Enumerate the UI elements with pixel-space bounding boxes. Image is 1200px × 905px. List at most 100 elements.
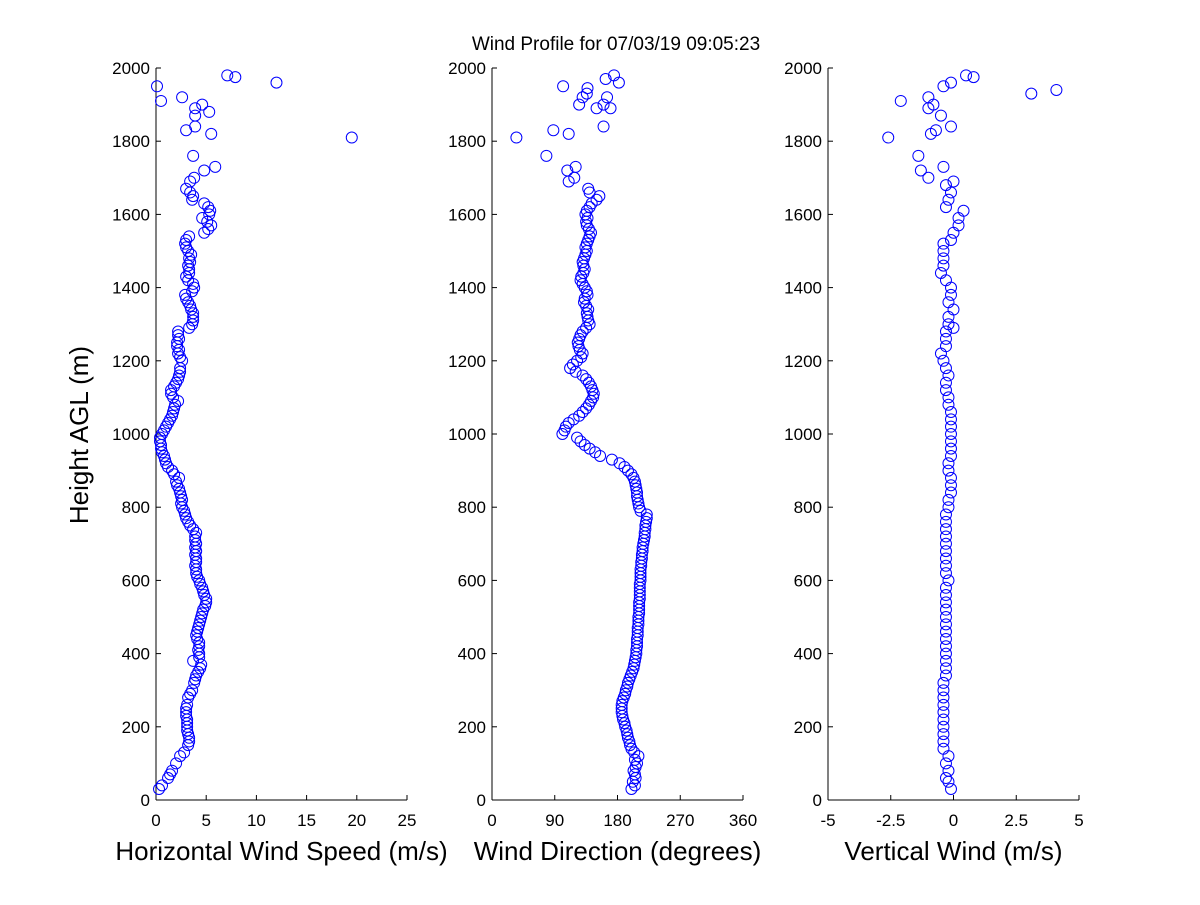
data-point [196,607,209,620]
data-point [947,226,960,239]
data-point [939,274,952,287]
data-point [175,490,188,503]
data-point [942,464,955,477]
data-point [193,618,206,631]
x-tick-label: 0 [151,811,160,830]
data-point [939,552,952,565]
data-point [582,376,595,389]
data-point [942,574,955,587]
data-point [189,109,202,122]
data-point [939,603,952,616]
chart-panel-2: 0 200 400 600 800 1000 1200 1400 1600 1800 2000 0 90… [448,59,761,866]
data-point [209,160,222,173]
data-point [942,493,955,506]
x-tick-label: 360 [729,811,757,830]
data-point [187,149,200,162]
data-point [180,182,193,195]
data-point [947,175,960,188]
data-point [937,706,950,719]
data-point [937,684,950,697]
y-tick-label: 1800 [112,132,150,151]
data-point [952,219,965,232]
data-point [576,91,589,104]
data-point [619,720,632,733]
data-point [944,76,957,89]
data-point [188,281,201,294]
x-tick-label: 0 [949,811,958,830]
data-point [912,149,925,162]
data-point [198,226,211,239]
data-point [194,578,207,591]
y-tick-label: 1000 [784,425,822,444]
data-point [510,131,523,144]
data-point [189,120,202,133]
data-point [597,120,610,133]
data-point [937,160,950,173]
data-point [939,508,952,521]
data-point [939,559,952,572]
data-point [628,746,641,759]
data-point [176,493,189,506]
data-point [939,647,952,660]
x-tick-label: -2.5 [876,811,905,830]
data-point [198,197,211,210]
data-point [604,102,617,115]
y-tick-label: 600 [794,571,822,590]
data-point [613,457,626,470]
data-point [937,80,950,93]
y-tick-label: 1400 [112,279,150,298]
data-point [186,684,199,697]
data-point [590,193,603,206]
data-point [153,783,166,796]
data-point [944,413,957,426]
data-point [939,340,952,353]
data-point [914,164,927,177]
y-tick-label: 2000 [112,59,150,78]
data-point [937,676,950,689]
x-tick-label: 90 [545,811,564,830]
data-point [625,783,638,796]
data-point [576,406,589,419]
data-point [942,391,955,404]
data-point [174,486,187,499]
data-point [198,164,211,177]
data-point [944,288,957,301]
data-point [942,764,955,777]
y-tick-label: 200 [458,718,486,737]
data-point [621,680,634,693]
data-point [345,131,358,144]
data-point [628,753,641,766]
data-point [640,508,653,521]
data-point [937,259,950,272]
data-point [944,186,957,199]
data-point [937,354,950,367]
data-point [171,479,184,492]
data-point [202,201,215,214]
data-point [187,310,200,323]
data-point [939,654,952,667]
data-point [944,406,957,419]
data-point [944,449,957,462]
data-point [167,406,180,419]
data-point [939,530,952,543]
data-point [939,625,952,638]
data-point [180,706,193,719]
data-point [939,669,952,682]
data-point [151,80,164,93]
data-point [573,98,586,111]
data-point [605,453,618,466]
data-point [180,270,193,283]
x-tick-label: 5 [1074,811,1083,830]
y-tick-label: 2000 [784,59,822,78]
data-point [621,728,634,741]
data-point [937,742,950,755]
data-point [580,373,593,386]
y-tick-label: 1200 [784,352,822,371]
x-tick-label: 25 [398,811,417,830]
y-tick-label: 1600 [784,205,822,224]
data-point [944,120,957,133]
y-tick-label: 0 [813,791,822,810]
data-point [559,420,572,433]
data-point [270,76,283,89]
